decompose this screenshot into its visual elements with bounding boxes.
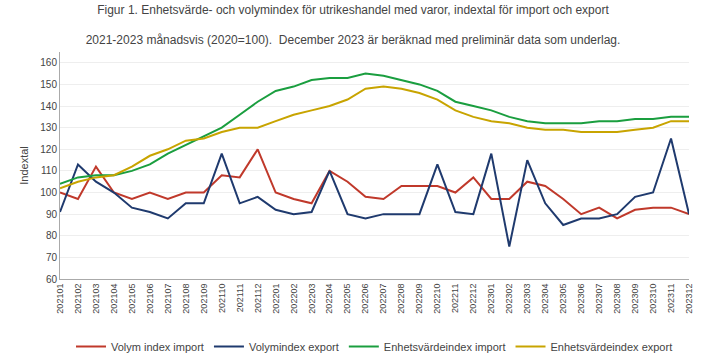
svg-text:120: 120	[40, 144, 57, 155]
svg-text:Volym index import: Volym index import	[111, 341, 204, 353]
svg-text:150: 150	[40, 79, 57, 90]
svg-text:202312: 202312	[684, 284, 694, 314]
svg-text:Figur 1. Enhetsvärde- och voly: Figur 1. Enhetsvärde- och volymindex för…	[97, 3, 609, 17]
svg-text:Volymindex export: Volymindex export	[249, 341, 339, 353]
svg-text:202311: 202311	[666, 284, 676, 313]
svg-text:202205: 202205	[342, 284, 352, 314]
svg-text:140: 140	[40, 101, 57, 112]
svg-text:202202: 202202	[289, 284, 299, 314]
svg-text:2021-2023 månadsvis (2020=100): 2021-2023 månadsvis (2020=100). December…	[86, 33, 621, 47]
svg-text:202208: 202208	[396, 284, 406, 314]
svg-text:202305: 202305	[558, 284, 568, 314]
svg-text:202206: 202206	[360, 284, 370, 314]
svg-text:202201: 202201	[271, 284, 281, 314]
svg-text:202103: 202103	[91, 284, 101, 314]
svg-text:202301: 202301	[486, 284, 496, 314]
svg-text:202307: 202307	[594, 284, 604, 314]
svg-text:202209: 202209	[414, 284, 424, 314]
svg-text:202101: 202101	[55, 284, 65, 314]
svg-text:202105: 202105	[127, 284, 137, 314]
svg-text:202204: 202204	[324, 284, 334, 314]
svg-text:202110: 202110	[217, 284, 227, 313]
svg-text:80: 80	[46, 230, 58, 241]
svg-text:202111: 202111	[235, 284, 245, 313]
svg-text:160: 160	[40, 57, 57, 68]
svg-text:202108: 202108	[181, 284, 191, 314]
svg-text:202212: 202212	[468, 284, 478, 314]
svg-text:Enhetsvärdeindex import: Enhetsvärdeindex import	[384, 341, 506, 353]
svg-text:202106: 202106	[145, 284, 155, 314]
svg-text:70: 70	[46, 252, 58, 263]
svg-text:202207: 202207	[378, 284, 388, 314]
svg-text:202303: 202303	[522, 284, 532, 314]
svg-text:202309: 202309	[630, 284, 640, 314]
svg-text:60: 60	[46, 274, 58, 285]
svg-text:202210: 202210	[432, 284, 442, 314]
svg-text:202104: 202104	[109, 284, 119, 314]
svg-text:90: 90	[46, 209, 58, 220]
svg-text:100: 100	[40, 187, 57, 198]
svg-text:202306: 202306	[576, 284, 586, 314]
svg-text:202203: 202203	[307, 284, 317, 314]
svg-text:202304: 202304	[540, 284, 550, 314]
svg-text:202310: 202310	[648, 284, 658, 314]
svg-text:130: 130	[40, 122, 57, 133]
svg-text:Indextal: Indextal	[18, 146, 30, 185]
svg-text:202302: 202302	[504, 284, 514, 314]
svg-text:202308: 202308	[612, 284, 622, 314]
svg-text:202107: 202107	[163, 284, 173, 314]
svg-text:202112: 202112	[253, 284, 263, 313]
svg-text:110: 110	[41, 165, 57, 176]
svg-text:202109: 202109	[199, 284, 209, 314]
svg-text:202211: 202211	[450, 284, 460, 313]
svg-text:Enhetsvärdeindex export: Enhetsvärdeindex export	[551, 341, 673, 353]
svg-text:202102: 202102	[73, 284, 83, 314]
